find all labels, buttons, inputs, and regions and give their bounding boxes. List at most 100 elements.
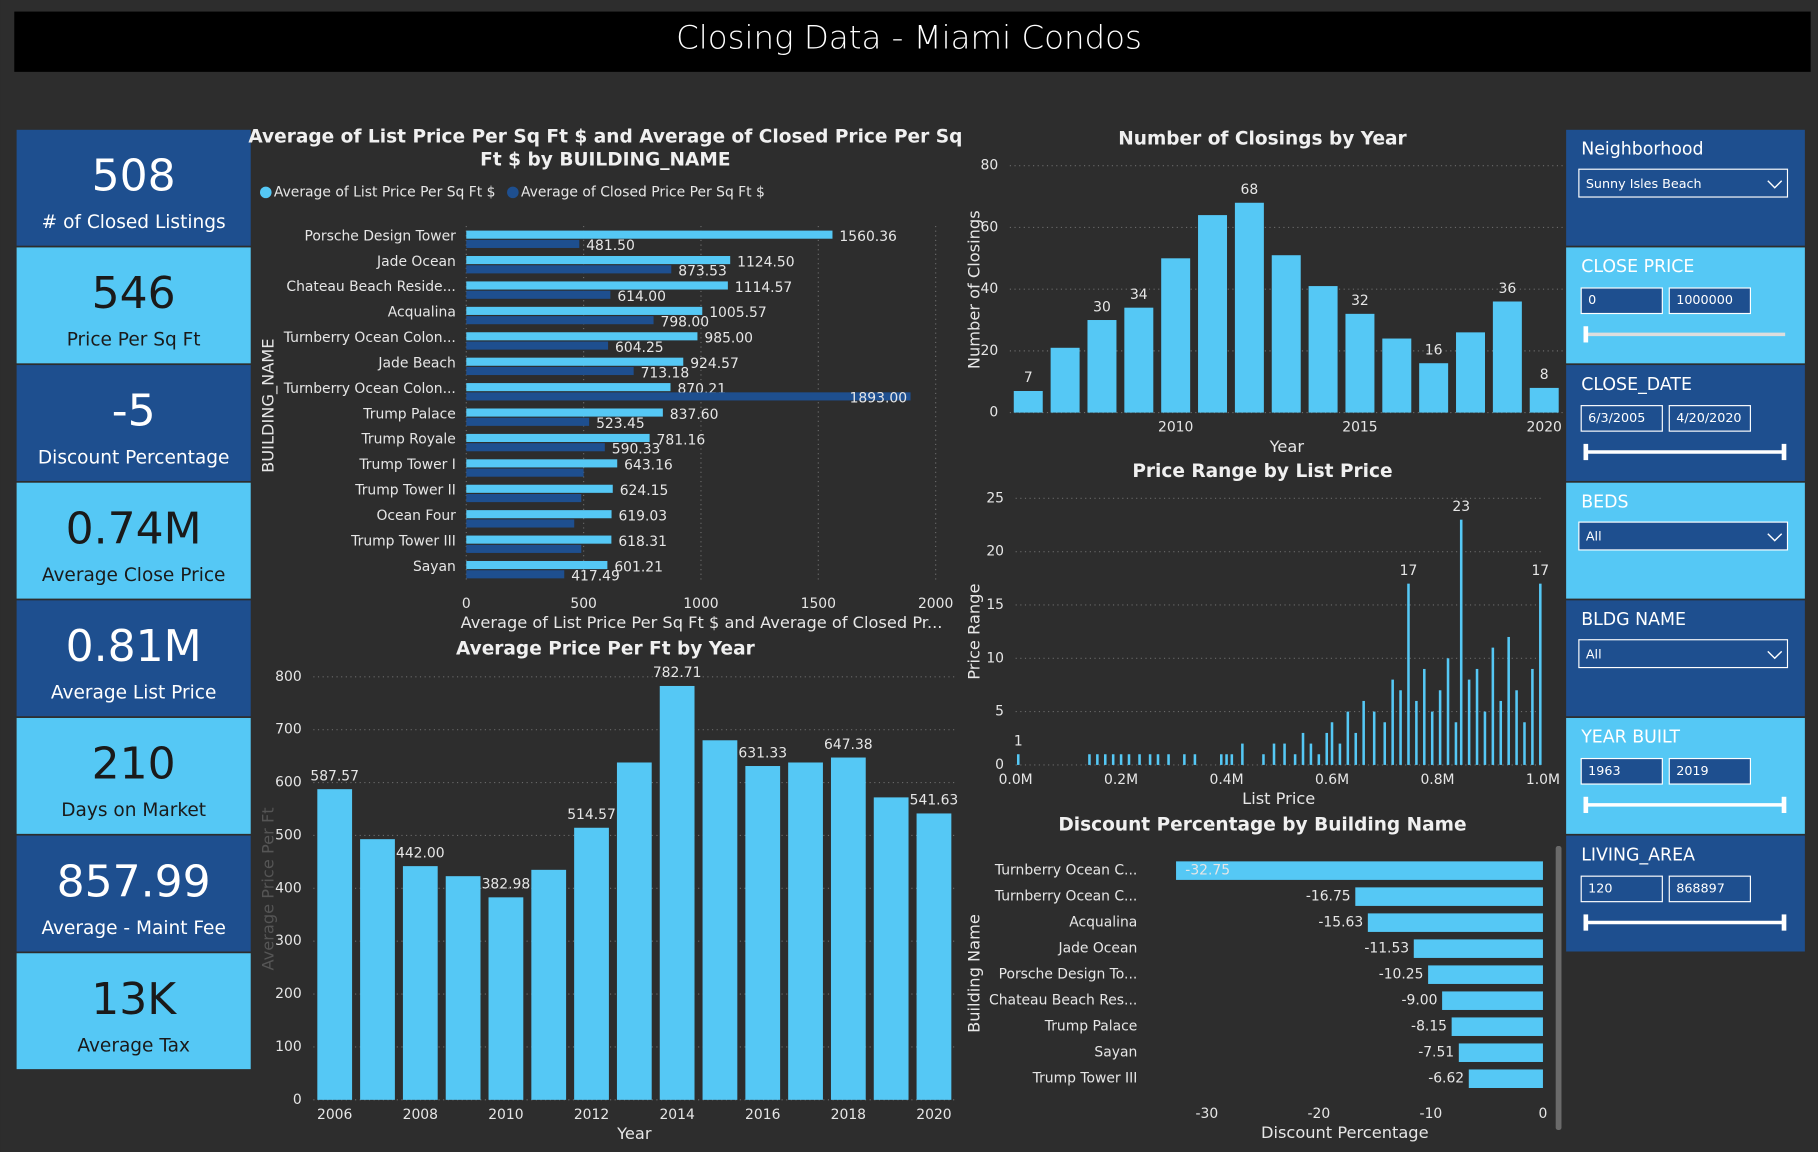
bar[interactable] (1523, 722, 1526, 765)
range-to-input[interactable] (1668, 757, 1751, 785)
bar[interactable] (1148, 754, 1152, 765)
bar[interactable] (1325, 732, 1329, 765)
bar[interactable] (1301, 732, 1305, 765)
bar[interactable] (466, 230, 833, 239)
bar[interactable] (1419, 363, 1449, 413)
bar[interactable] (402, 866, 438, 1100)
bar[interactable] (1499, 700, 1503, 765)
bar[interactable] (1539, 583, 1542, 765)
bar[interactable] (1087, 320, 1117, 413)
bar[interactable] (1050, 347, 1080, 413)
bar[interactable] (1088, 754, 1091, 765)
bar[interactable] (788, 762, 823, 1100)
bar[interactable] (1124, 307, 1154, 413)
bar[interactable] (466, 341, 609, 350)
slider-handle[interactable] (1583, 326, 1589, 343)
bar[interactable] (1507, 636, 1510, 765)
bar[interactable] (1492, 301, 1522, 413)
bar[interactable] (1442, 991, 1543, 1010)
bar[interactable] (1309, 743, 1313, 765)
bar[interactable] (466, 265, 672, 274)
bar[interactable] (1234, 202, 1264, 413)
dropdown[interactable] (1578, 639, 1789, 669)
bar[interactable] (466, 459, 618, 468)
bar[interactable] (1531, 668, 1534, 765)
bar[interactable] (1355, 887, 1543, 906)
range-from-input[interactable] (1580, 405, 1663, 432)
bar[interactable] (1308, 286, 1338, 413)
bar[interactable] (466, 560, 608, 570)
bar[interactable] (1382, 338, 1412, 413)
bar[interactable] (702, 740, 738, 1100)
bar[interactable] (466, 535, 612, 544)
bar[interactable] (1354, 732, 1358, 765)
bar[interactable] (1413, 939, 1543, 958)
bar[interactable] (1458, 1043, 1543, 1062)
bar[interactable] (1230, 754, 1234, 765)
bar[interactable] (659, 685, 695, 1100)
bar[interactable] (466, 239, 580, 248)
bar[interactable] (1119, 754, 1123, 765)
bar[interactable] (1415, 700, 1418, 765)
bar[interactable] (1399, 690, 1402, 765)
bar[interactable] (466, 357, 684, 366)
bar[interactable] (317, 789, 353, 1100)
bar[interactable] (445, 876, 481, 1100)
bar[interactable] (1430, 711, 1434, 765)
bar[interactable] (488, 897, 524, 1100)
bar[interactable] (466, 510, 612, 519)
bar[interactable] (466, 256, 731, 265)
bar[interactable] (1271, 255, 1301, 413)
bar[interactable] (466, 417, 590, 426)
bar[interactable] (1096, 754, 1099, 765)
bar[interactable] (830, 757, 866, 1100)
bar[interactable] (1103, 754, 1107, 765)
range-to-input[interactable] (1668, 287, 1751, 315)
bar[interactable] (1483, 711, 1487, 765)
bar[interactable] (466, 392, 911, 401)
bar[interactable] (1330, 722, 1334, 765)
bar[interactable] (466, 366, 634, 376)
bar[interactable] (1423, 668, 1426, 765)
bar[interactable] (466, 570, 565, 579)
slider-handle[interactable] (1583, 443, 1589, 461)
bar[interactable] (1346, 711, 1350, 765)
bar[interactable] (1451, 1017, 1543, 1036)
bar[interactable] (1193, 754, 1197, 765)
bar[interactable] (1367, 913, 1543, 932)
bar[interactable] (1225, 754, 1228, 765)
bar[interactable] (1167, 754, 1170, 765)
bar[interactable] (1338, 743, 1342, 765)
bar[interactable] (1372, 711, 1376, 765)
bar[interactable] (1428, 965, 1543, 984)
bar[interactable] (466, 484, 613, 493)
bar[interactable] (1317, 754, 1321, 765)
bar[interactable] (873, 797, 909, 1100)
bar[interactable] (1467, 679, 1471, 765)
bar[interactable] (1293, 754, 1297, 765)
bar[interactable] (1220, 754, 1223, 765)
bar[interactable] (1468, 1069, 1543, 1088)
bar[interactable] (466, 433, 650, 443)
bar[interactable] (1156, 754, 1160, 765)
bar[interactable] (466, 544, 582, 553)
bar[interactable] (1138, 754, 1141, 765)
bar[interactable] (1454, 722, 1458, 765)
bar[interactable] (574, 827, 609, 1100)
bar[interactable] (1111, 754, 1115, 765)
bar[interactable] (1183, 754, 1186, 765)
bar[interactable] (1272, 743, 1276, 765)
bar[interactable] (1459, 519, 1463, 765)
bar[interactable] (466, 519, 575, 528)
slider-handle[interactable] (1781, 796, 1787, 814)
bar[interactable] (1391, 679, 1394, 765)
bar[interactable] (1362, 700, 1365, 765)
bar[interactable] (1491, 647, 1495, 765)
slider-handle[interactable] (1583, 796, 1589, 814)
bar[interactable] (1438, 690, 1442, 765)
slider-handle[interactable] (1583, 914, 1589, 931)
bar[interactable] (1262, 754, 1265, 765)
bar[interactable] (466, 443, 605, 452)
bar[interactable] (466, 316, 654, 325)
range-to-input[interactable] (1668, 875, 1751, 903)
